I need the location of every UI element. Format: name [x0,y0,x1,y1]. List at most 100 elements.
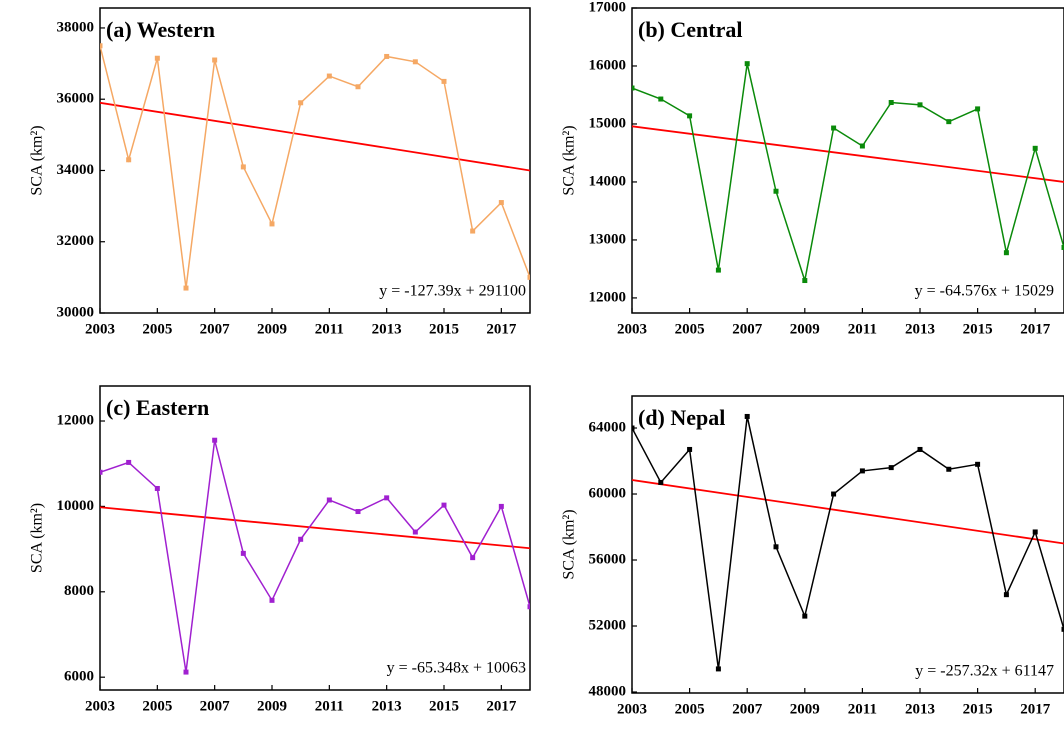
x-tick-label: 2005 [675,321,705,337]
y-tick-label: 38000 [57,19,95,35]
x-tick-label: 2007 [732,701,763,717]
series-line [632,63,1064,281]
y-tick-label: 32000 [57,233,95,249]
marker [326,73,332,79]
marker [802,278,808,284]
y-tick-label: 15000 [589,115,627,131]
y-tick-label: 30000 [57,304,95,320]
marker [773,544,779,550]
marker [946,119,952,125]
x-tick-label: 2013 [905,701,935,717]
x-tick-label: 2017 [1020,321,1051,337]
x-tick-label: 2007 [200,321,231,337]
marker [773,188,779,194]
marker [946,466,952,472]
marker [298,100,304,106]
y-tick-label: 36000 [57,91,95,107]
y-tick-label: 60000 [589,485,627,501]
y-tick-label: 12000 [589,289,627,305]
marker [802,613,808,619]
x-tick-label: 2009 [257,698,287,714]
x-tick-label: 2009 [790,321,820,337]
marker [632,425,635,431]
marker [658,96,664,102]
x-tick-label: 2005 [142,321,172,337]
marker [687,113,693,119]
plot-frame [631,7,1064,314]
x-tick-label: 2009 [257,321,287,337]
plot-frame [631,395,1064,694]
x-tick-label: 2015 [963,701,993,717]
marker [658,479,664,485]
trend-line [100,506,530,550]
y-axis-label: SCA (km²) [29,503,46,573]
marker [240,550,246,556]
panel-title: (a) Western [106,17,215,42]
trend-line [632,125,1064,183]
marker [975,461,981,467]
x-tick-label: 2013 [372,321,402,337]
x-tick-label: 2003 [617,701,647,717]
marker [917,102,923,108]
x-tick-label: 2007 [200,698,231,714]
equation: y = -127.39x + 291100 [379,283,526,300]
y-axis-label: SCA (km²) [561,125,578,195]
marker [269,221,275,227]
marker [498,200,504,206]
marker [412,529,418,535]
marker [744,61,750,67]
x-tick-label: 2011 [315,321,344,337]
marker [441,78,447,84]
y-tick-label: 14000 [589,173,627,189]
marker [212,57,218,63]
marker [715,267,721,273]
y-axis-label: SCA (km²) [561,509,578,579]
marker [183,285,189,291]
x-tick-label: 2015 [429,698,459,714]
marker [715,666,721,672]
marker [183,669,189,675]
x-tick-label: 2005 [142,698,172,714]
y-tick-label: 6000 [64,669,94,685]
y-tick-label: 13000 [589,231,627,247]
marker [384,495,390,501]
x-tick-label: 2015 [429,321,459,337]
marker [384,53,390,59]
marker [888,465,894,471]
panel-title: (d) Nepal [638,405,725,430]
equation: y = -257.32x + 61147 [915,663,1054,680]
x-tick-label: 2011 [315,698,344,714]
marker [154,485,160,491]
marker [527,274,530,280]
y-tick-label: 12000 [57,412,95,428]
y-tick-label: 8000 [64,583,94,599]
x-tick-label: 2003 [85,321,115,337]
marker [831,491,837,497]
y-axis-label: SCA (km²) [29,125,46,195]
equation: y = -64.576x + 15029 [915,283,1054,300]
marker [412,59,418,65]
marker [154,55,160,61]
marker [470,555,476,561]
marker [100,469,103,475]
y-tick-label: 48000 [589,683,627,699]
marker [240,164,246,170]
x-tick-label: 2003 [617,321,647,337]
y-tick-label: 64000 [589,419,627,435]
trend-line [632,479,1064,545]
marker [1032,145,1038,151]
marker [470,228,476,234]
marker [441,502,447,508]
equation: y = -65.348x + 10063 [387,660,526,677]
marker [859,143,865,149]
series-line [100,440,530,673]
marker [917,446,923,452]
marker [975,106,981,112]
x-tick-label: 2007 [732,321,763,337]
marker [1003,250,1009,256]
marker [859,468,865,474]
marker [632,85,635,91]
marker [1032,529,1038,535]
marker [126,157,132,163]
panel-title: (c) Eastern [106,395,209,420]
